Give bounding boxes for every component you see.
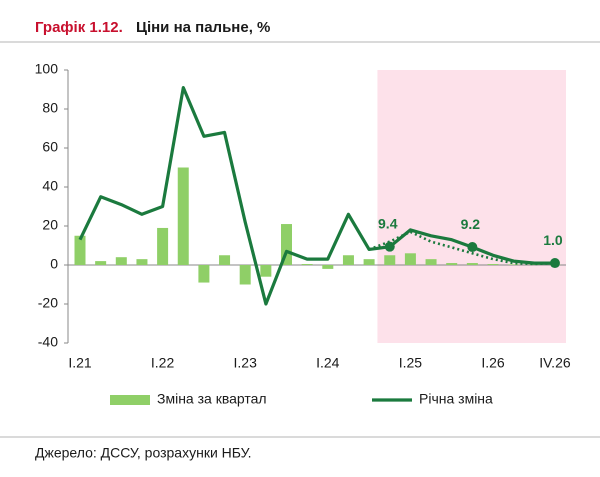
chart-title: Ціни на пальне, % — [136, 19, 270, 36]
bar — [95, 261, 107, 265]
marker — [467, 242, 478, 253]
bar — [177, 167, 189, 265]
x-tick-label: I.22 — [151, 355, 175, 371]
bar — [363, 259, 375, 265]
x-tick-label: I.21 — [68, 355, 92, 371]
value-label: 9.4 — [378, 215, 398, 231]
bar — [157, 227, 169, 265]
y-tick-label: 60 — [42, 139, 58, 155]
bar — [446, 263, 458, 265]
bar — [239, 265, 251, 285]
x-tick-label: I.24 — [316, 355, 340, 371]
legend-label: Річна зміна — [419, 391, 493, 407]
bar — [301, 264, 313, 265]
legend-swatch — [110, 395, 150, 405]
bar — [384, 255, 396, 265]
y-tick-label: 40 — [42, 178, 58, 194]
y-tick-label: -40 — [38, 334, 58, 350]
y-tick-label: 0 — [50, 256, 58, 272]
bar — [281, 224, 292, 265]
marker — [384, 241, 395, 252]
x-tick-label: IV.26 — [539, 355, 571, 371]
bar — [74, 235, 86, 265]
x-tick-label: I.25 — [399, 355, 423, 371]
value-label: 9.2 — [461, 216, 481, 232]
bar — [219, 255, 231, 265]
y-tick-label: 80 — [42, 100, 58, 116]
legend-label: Зміна за квартал — [157, 391, 267, 407]
bar — [487, 264, 499, 265]
source: Джерело: ДССУ, розрахунки НБУ. — [35, 445, 252, 461]
bar — [136, 259, 148, 265]
bar — [260, 265, 272, 277]
bar — [466, 263, 478, 265]
bar — [425, 259, 437, 265]
bar — [115, 257, 127, 265]
x-tick-label: I.26 — [481, 355, 505, 371]
y-tick-label: 20 — [42, 217, 58, 233]
value-label: 1.0 — [543, 232, 563, 248]
bar — [404, 253, 416, 265]
chart-title-label: Графік 1.12. — [35, 19, 123, 36]
y-tick-label: 100 — [35, 61, 59, 77]
bar — [342, 255, 354, 265]
bar — [508, 264, 520, 265]
bar — [198, 265, 210, 283]
bar — [322, 265, 334, 269]
x-tick-label: I.23 — [234, 355, 258, 371]
y-tick-label: -20 — [38, 295, 58, 311]
forecast-shade — [377, 70, 566, 343]
marker — [549, 258, 560, 269]
